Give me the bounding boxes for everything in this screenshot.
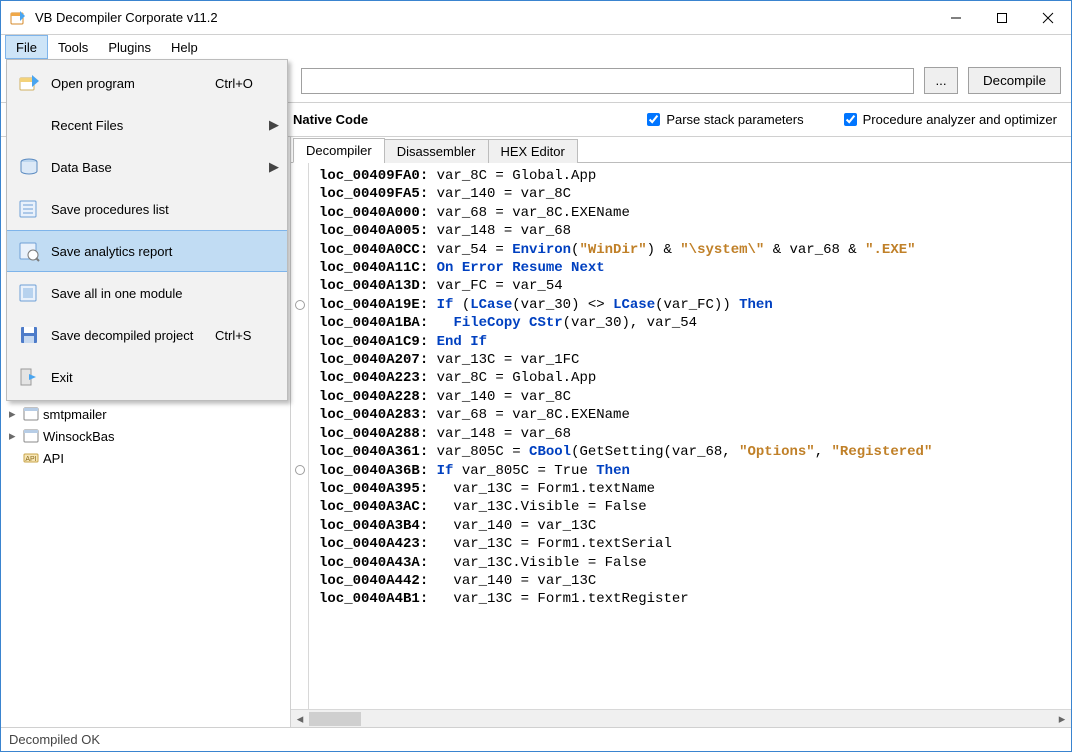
proc-analyzer-label: Procedure analyzer and optimizer [863, 112, 1057, 127]
proc-analyzer-checkbox[interactable]: Procedure analyzer and optimizer [844, 112, 1057, 127]
horizontal-scrollbar[interactable]: ◂ ▸ [291, 709, 1071, 727]
source-path-input[interactable] [301, 68, 914, 94]
db-icon [13, 156, 45, 178]
scroll-left-icon[interactable]: ◂ [291, 710, 309, 727]
savereport-icon [13, 240, 45, 262]
tree-label: smtpmailer [43, 407, 107, 422]
menu-tools[interactable]: Tools [48, 35, 98, 59]
menu-item-recent-files[interactable]: Recent Files▶ [7, 104, 287, 146]
app-icon [9, 9, 27, 27]
scroll-thumb[interactable] [309, 712, 361, 726]
title-bar: VB Decompiler Corporate v11.2 [1, 1, 1071, 35]
tree-node[interactable]: ▸ smtpmailer [1, 403, 290, 425]
submenu-arrow-icon: ▶ [269, 159, 287, 175]
code-gutter[interactable] [291, 163, 309, 709]
code-scroll[interactable]: loc_00409FA0: var_8C = Global.App loc_00… [291, 163, 1071, 709]
svg-text:API: API [25, 456, 36, 463]
menu-item-open-program[interactable]: Open programCtrl+O [7, 62, 287, 104]
menu-plugins[interactable]: Plugins [98, 35, 161, 59]
fold-marker-icon[interactable] [295, 300, 305, 310]
savelist-icon [13, 198, 45, 220]
menu-item-save-procedures-list[interactable]: Save procedures list [7, 188, 287, 230]
decompile-button[interactable]: Decompile [968, 67, 1061, 94]
menu-item-save-decompiled-project[interactable]: Save decompiled projectCtrl+S [7, 314, 287, 356]
tree-label: WinsockBas [43, 429, 115, 444]
tree-twisty-icon[interactable]: ▸ [9, 406, 23, 422]
tab-decompiler[interactable]: Decompiler [293, 138, 385, 163]
window-buttons [933, 1, 1071, 34]
file-menu-dropdown: Open programCtrl+ORecent Files▶Data Base… [6, 59, 288, 401]
window-title: VB Decompiler Corporate v11.2 [35, 10, 933, 25]
tree-node[interactable]: API API [1, 447, 290, 469]
code-panel: DecompilerDisassemblerHEX Editor loc_004… [291, 137, 1071, 727]
scroll-right-icon[interactable]: ▸ [1053, 710, 1071, 727]
code-text[interactable]: loc_00409FA0: var_8C = Global.App loc_00… [313, 163, 1071, 613]
maximize-button[interactable] [979, 1, 1025, 34]
menu-item-data-base[interactable]: Data Base▶ [7, 146, 287, 188]
menu-item-save-all-in-one-module[interactable]: Save all in one module [7, 272, 287, 314]
form-icon [23, 428, 39, 444]
menu-item-save-analytics-report[interactable]: Save analytics report [7, 230, 287, 272]
tree-node[interactable]: ▸ WinsockBas [1, 425, 290, 447]
tab-disassembler[interactable]: Disassembler [384, 139, 489, 163]
parse-stack-label: Parse stack parameters [666, 112, 803, 127]
parse-stack-input[interactable] [647, 113, 660, 126]
minimize-button[interactable] [933, 1, 979, 34]
close-button[interactable] [1025, 1, 1071, 34]
exit-icon [13, 366, 45, 388]
tab-hex-editor[interactable]: HEX Editor [488, 139, 578, 163]
menu-item-exit[interactable]: Exit [7, 356, 287, 398]
code-tabs: DecompilerDisassemblerHEX Editor [291, 137, 1071, 163]
fold-marker-icon[interactable] [295, 465, 305, 475]
saveproj-icon [13, 324, 45, 346]
menu-file[interactable]: File [5, 35, 48, 59]
section-label: Native Code [293, 112, 413, 127]
parse-stack-checkbox[interactable]: Parse stack parameters [647, 112, 803, 127]
submenu-arrow-icon: ▶ [269, 117, 287, 133]
tree-twisty-icon[interactable]: ▸ [9, 428, 23, 444]
savemodule-icon [13, 282, 45, 304]
browse-button[interactable]: ... [924, 67, 958, 94]
form-icon [23, 406, 39, 422]
open-icon [13, 72, 45, 94]
menu-bar: FileToolsPluginsHelp [1, 35, 1071, 59]
menu-help[interactable]: Help [161, 35, 208, 59]
tree-label: API [43, 451, 64, 466]
status-text: Decompiled OK [9, 732, 100, 747]
status-bar: Decompiled OK [1, 727, 1071, 751]
proc-analyzer-input[interactable] [844, 113, 857, 126]
api-icon: API [23, 450, 39, 466]
